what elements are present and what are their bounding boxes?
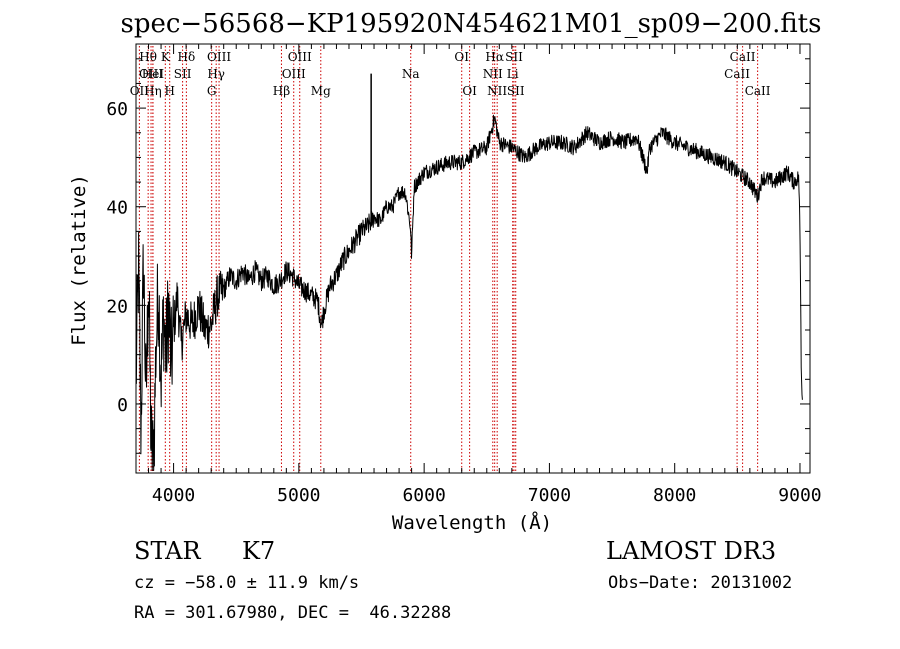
line-marker-label: Li xyxy=(507,67,519,81)
x-tick-label: 8000 xyxy=(653,485,696,506)
line-marker-label: OIII xyxy=(282,67,306,81)
line-marker-label: OI xyxy=(454,50,469,64)
line-marker-label: SII xyxy=(507,84,525,98)
obs-date: Obs−Date: 20131002 xyxy=(608,573,793,593)
line-marker-label: NII xyxy=(483,67,503,81)
line-marker-label: Hβ xyxy=(273,84,290,98)
plot-frame xyxy=(135,43,811,474)
line-marker-label: NII xyxy=(487,84,507,98)
object-class: STAR xyxy=(134,537,201,565)
line-marker-label: HeI xyxy=(142,67,165,81)
chart-title: spec−56568−KP195920N454621M01_sp09−200.f… xyxy=(121,9,822,39)
emission-line-markers xyxy=(138,46,759,473)
line-marker-label: Hγ xyxy=(207,67,225,81)
line-marker-label: SII xyxy=(174,67,192,81)
y-tick-label: 40 xyxy=(106,198,128,219)
line-marker-label: CaII xyxy=(745,84,771,98)
line-marker-label: H xyxy=(164,84,174,98)
y-tick-label: 0 xyxy=(117,395,128,416)
line-marker-label: OII xyxy=(130,84,150,98)
spectrum-line xyxy=(135,114,803,471)
x-tick-label: 7000 xyxy=(528,485,571,506)
line-marker-label: Hα xyxy=(485,50,504,64)
coordinates: RA = 301.67980, DEC = 46.32288 xyxy=(134,603,452,623)
x-axis: 4000 5000 6000 7000 8000 9000 xyxy=(135,44,822,506)
line-marker-label: SII xyxy=(505,50,523,64)
line-marker-label: Hη xyxy=(144,84,162,98)
x-tick-label: 4000 xyxy=(152,485,195,506)
line-marker-label: G xyxy=(207,84,217,98)
line-marker-label: Hθ xyxy=(139,50,157,64)
x-tick-label: 9000 xyxy=(778,485,821,506)
y-axis: 0 20 40 60 xyxy=(106,58,810,454)
y-tick-label: 60 xyxy=(106,99,128,120)
survey-name: LAMOST DR3 xyxy=(606,537,777,565)
x-tick-label: 6000 xyxy=(402,485,445,506)
line-marker-label: OI xyxy=(462,84,477,98)
object-subclass: K7 xyxy=(242,537,276,565)
line-marker-label: CaII xyxy=(724,67,750,81)
line-marker-label: Na xyxy=(402,67,420,81)
line-marker-label: OIII xyxy=(139,67,163,81)
x-axis-label: Wavelength (Å) xyxy=(392,511,552,534)
line-marker-label: CaII xyxy=(730,50,756,64)
redshift-info: cz = −58.0 ± 11.9 km/s xyxy=(134,573,360,593)
line-marker-label: OIII xyxy=(207,50,231,64)
spectrum-series xyxy=(135,73,803,471)
y-tick-label: 20 xyxy=(106,296,128,317)
line-marker-label: OIII xyxy=(288,50,312,64)
y-axis-label: Flux (relative) xyxy=(68,174,90,346)
line-marker-label: K xyxy=(161,50,171,64)
line-marker-label: Mg xyxy=(311,84,331,98)
line-marker-label: Hδ xyxy=(178,50,196,64)
x-tick-label: 5000 xyxy=(277,485,320,506)
